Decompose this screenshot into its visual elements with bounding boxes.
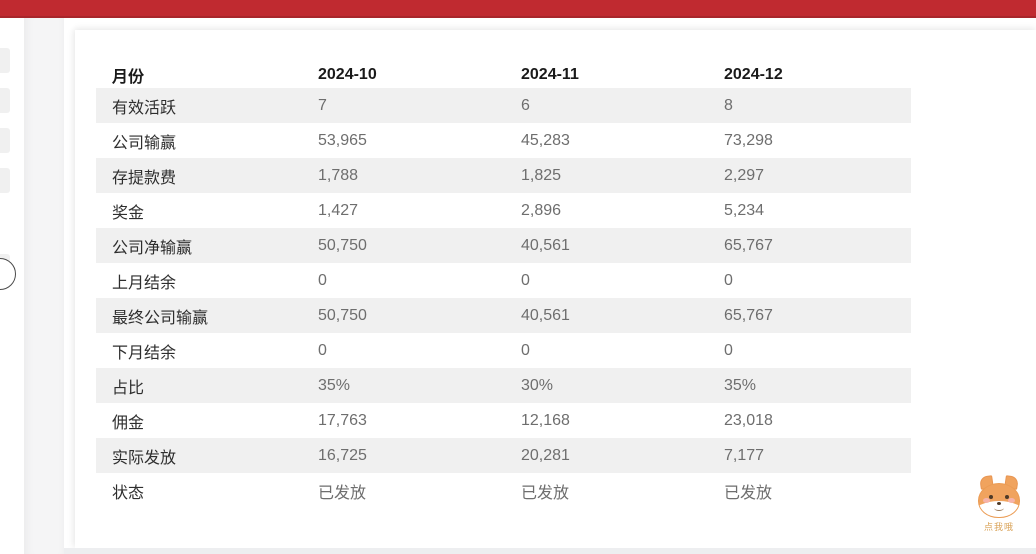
table-row: 奖金 1,427 2,896 5,234	[96, 193, 911, 228]
row-label: 公司输赢	[112, 134, 177, 152]
row-value: 0	[724, 341, 733, 359]
monthly-report-table: 月份 2024-10 2024-11 2024-12 有效活跃 7 6 8 公司输赢 53…	[96, 62, 911, 508]
row-value: 65,767	[724, 306, 773, 324]
row-value: 40,561	[521, 236, 570, 254]
row-value: 5,234	[724, 201, 765, 219]
bottom-edge-strip	[64, 548, 1036, 554]
row-label: 存提款费	[112, 169, 177, 187]
row-value: 16,725	[318, 446, 367, 464]
table-row: 状态 已发放 已发放 已发放	[96, 473, 911, 508]
column-header-month: 月份	[112, 69, 145, 86]
shiba-dog-icon[interactable]	[977, 474, 1021, 518]
table-row: 最终公司输赢 50,750 40,561 65,767	[96, 298, 911, 333]
table-row: 佣金 17,763 12,168 23,018	[96, 403, 911, 438]
row-value: 40,561	[521, 306, 570, 324]
row-value: 7,177	[724, 446, 765, 464]
column-header-2024-10: 2024-10	[318, 66, 377, 83]
row-label: 实际发放	[112, 449, 177, 467]
row-value: 7	[318, 96, 327, 114]
row-value: 12,168	[521, 411, 570, 429]
shiba-eye-left	[989, 495, 993, 499]
row-value: 6	[521, 96, 530, 114]
row-value: 0	[724, 271, 733, 289]
report-panel: 月份 2024-10 2024-11 2024-12 有效活跃 7 6 8 公司输赢 53…	[75, 30, 1036, 548]
table-row: 公司净输赢 50,750 40,561 65,767	[96, 228, 911, 263]
row-label: 奖金	[112, 204, 145, 222]
row-value: 65,767	[724, 236, 773, 254]
row-label: 上月结余	[112, 274, 177, 292]
mascot-widget[interactable]: 点我哦	[974, 474, 1024, 540]
table-row: 公司输赢 53,965 45,283 73,298	[96, 123, 911, 158]
sidebar-item-placeholder	[0, 168, 10, 193]
shiba-blush-left	[983, 498, 990, 503]
row-value: 2,297	[724, 166, 765, 184]
row-value: 45,283	[521, 131, 570, 149]
column-header-2024-11: 2024-11	[521, 66, 579, 83]
table-row: 上月结余 0 0 0	[96, 263, 911, 298]
row-value: 1,427	[318, 201, 359, 219]
row-value: 35%	[318, 376, 351, 394]
sidebar-gutter	[24, 18, 64, 554]
row-value: 50,750	[318, 306, 367, 324]
row-value: 已发放	[521, 484, 570, 502]
row-value: 53,965	[318, 131, 367, 149]
row-label: 佣金	[112, 414, 145, 432]
sidebar-item-placeholder	[0, 128, 10, 153]
sidebar-item-placeholder	[0, 88, 10, 113]
row-value: 17,763	[318, 411, 367, 429]
row-value: 20,281	[521, 446, 570, 464]
table-header-row: 月份 2024-10 2024-11 2024-12	[96, 62, 911, 88]
table-row: 下月结余 0 0 0	[96, 333, 911, 368]
shiba-blush-right	[1008, 498, 1015, 503]
row-label: 公司净输赢	[112, 239, 193, 257]
table-row: 占比 35% 30% 35%	[96, 368, 911, 403]
row-value: 8	[724, 96, 733, 114]
row-value: 已发放	[724, 484, 773, 502]
shiba-head	[978, 483, 1020, 518]
shiba-eye-right	[1005, 495, 1009, 499]
row-value: 73,298	[724, 131, 773, 149]
row-value: 0	[318, 341, 327, 359]
row-value: 35%	[724, 376, 757, 394]
row-label: 最终公司输赢	[112, 309, 209, 327]
row-value: 0	[521, 271, 530, 289]
row-label: 占比	[112, 379, 145, 397]
collapsed-sidebar	[0, 18, 24, 554]
table-row: 实际发放 16,725 20,281 7,177	[96, 438, 911, 473]
row-value: 23,018	[724, 411, 773, 429]
row-label: 有效活跃	[112, 99, 177, 117]
row-value: 50,750	[318, 236, 367, 254]
sidebar-toggle-button[interactable]	[0, 258, 16, 290]
row-value: 2,896	[521, 201, 562, 219]
table-row: 存提款费 1,788 1,825 2,297	[96, 158, 911, 193]
shiba-nose	[997, 502, 1001, 505]
row-value: 30%	[521, 376, 554, 394]
column-header-2024-12: 2024-12	[724, 66, 783, 83]
top-navbar	[0, 0, 1036, 18]
table-row: 有效活跃 7 6 8	[96, 88, 911, 123]
row-value: 已发放	[318, 484, 367, 502]
row-value: 1,825	[521, 166, 562, 184]
mascot-caption: 点我哦	[983, 522, 1014, 532]
row-value: 0	[521, 341, 530, 359]
row-label: 状态	[112, 484, 145, 502]
row-value: 1,788	[318, 166, 359, 184]
row-label: 下月结余	[112, 344, 177, 362]
shiba-mouth	[994, 505, 1004, 511]
sidebar-item-placeholder	[0, 48, 10, 73]
row-value: 0	[318, 271, 327, 289]
table-body: 有效活跃 7 6 8 公司输赢 53,965 45,283 73,298 存提款费 1,788 1,…	[96, 88, 911, 508]
